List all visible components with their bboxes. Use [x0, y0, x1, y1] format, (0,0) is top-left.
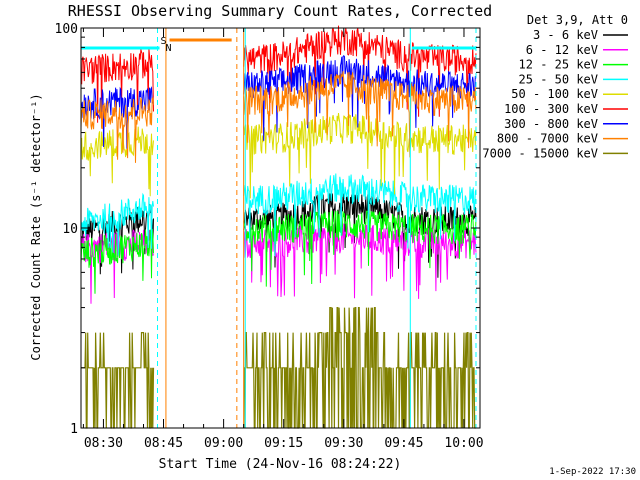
x-tick-label: 08:30	[84, 436, 123, 451]
series-100-300-kev	[80, 25, 477, 128]
series-trace	[243, 307, 476, 429]
saa-flag-label: S	[161, 36, 167, 47]
series-trace	[243, 25, 477, 117]
y-tick-label: 1	[70, 422, 78, 437]
series-trace	[80, 192, 154, 256]
series-25-50-kev	[80, 173, 477, 257]
y-axis-label: Corrected Count Rate (s⁻¹ detector⁻¹)	[29, 93, 43, 360]
y-tick-label: 10	[62, 222, 78, 237]
series-trace	[243, 173, 477, 257]
legend-entry-label: 50 - 100 keV	[511, 87, 598, 101]
series-trace	[243, 55, 477, 141]
series-800-7000-kev	[80, 71, 477, 163]
legend-entry-label: 100 - 300 keV	[504, 102, 598, 116]
series-trace	[81, 332, 155, 429]
legend-entry-label: 300 - 800 keV	[504, 117, 598, 131]
legend-entry-label: 25 - 50 keV	[519, 72, 598, 86]
legend-header: Det 3,9, Att 0	[527, 13, 628, 27]
x-tick-label: 08:45	[144, 436, 183, 451]
series-12-25-kev	[80, 210, 477, 294]
x-tick-label: 09:30	[324, 436, 363, 451]
legend-entry-label: 800 - 7000 keV	[497, 132, 598, 146]
night-flag-label: N	[166, 43, 172, 54]
legend-entry-label: 7000 - 15000 keV	[482, 146, 598, 160]
series-trace	[80, 48, 154, 128]
series-trace	[243, 210, 477, 287]
chart-title: RHESSI Observing Summary Count Rates, Co…	[68, 2, 492, 20]
series-trace	[243, 113, 477, 199]
x-tick-label: 09:45	[384, 436, 423, 451]
y-tick-label: 100	[55, 22, 78, 37]
legend-entry-label: 3 - 6 keV	[533, 28, 598, 42]
axis-layer: 08:30 08:45 09:00 09:15 09:30 09:45 10:00 1 10 10…	[55, 22, 484, 451]
series-50-100-kev	[80, 113, 477, 199]
series-trace	[243, 71, 477, 158]
series-7000-15000-kev	[81, 307, 476, 429]
x-axis-label: Start Time (24-Nov-16 08:24:22)	[159, 457, 402, 472]
legend-entry-label: 12 - 25 keV	[519, 58, 598, 72]
x-tick-label: 09:00	[204, 436, 243, 451]
footer-date: 1-Sep-2022 17:30	[549, 467, 636, 477]
series-trace	[80, 228, 154, 294]
legend-entry-label: 6 - 12 keV	[526, 43, 598, 57]
x-tick-label: 09:15	[264, 436, 303, 451]
data-layer	[80, 25, 477, 429]
x-tick-label: 10:00	[444, 436, 483, 451]
series-trace	[80, 97, 154, 163]
